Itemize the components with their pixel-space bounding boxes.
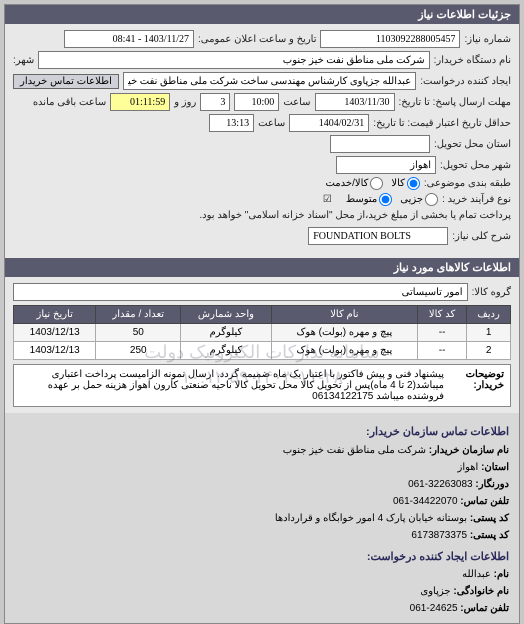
c-fax-label: دورنگار: xyxy=(475,479,509,490)
goods-label: کالا xyxy=(391,178,405,189)
c-name-label: نام: xyxy=(494,569,509,580)
req-no-input[interactable] xyxy=(320,30,460,48)
class-services-radio[interactable]: کالا/خدمت xyxy=(325,177,383,190)
cell: 1 xyxy=(467,324,511,342)
medium-label: متوسط xyxy=(346,194,377,205)
deadline-label: مهلت ارسال پاسخ: تا تاریخ: xyxy=(399,97,511,108)
announce-label: تاریخ و ساعت اعلان عمومی: xyxy=(198,34,317,45)
pay-note: پرداخت تمام یا بخشی از مبلغ خرید،از محل … xyxy=(199,210,511,221)
general-input[interactable] xyxy=(308,227,448,245)
small-label: جزیی xyxy=(400,194,423,205)
announce-input[interactable] xyxy=(64,30,194,48)
desc-text: پیشنهاد فنی و پیش فاکتور با اعتبار یک ما… xyxy=(20,369,444,402)
col-code: کد کالا xyxy=(417,306,466,324)
c-tel-label: تلفن تماس: xyxy=(460,496,509,507)
contact-buyer-button[interactable]: اطلاعات تماس خریدار xyxy=(13,74,119,89)
cell: پیچ و مهره (بولت) هوک xyxy=(271,324,417,342)
c-post: 6173873375 xyxy=(411,530,467,541)
c-addr: بوستانه خیابان پارک 4 امور خوابگاه و قرا… xyxy=(275,513,467,524)
services-label: کالا/خدمت xyxy=(325,178,368,189)
validity-time-label: ساعت xyxy=(258,118,285,129)
buyer-notes: توضیحات خریدار: پیشنهاد فنی و پیش فاکتور… xyxy=(13,364,511,407)
cell: کیلوگرم xyxy=(181,342,272,360)
items-table: ردیف کد کالا نام کالا واحد شمارش تعداد /… xyxy=(13,305,511,360)
validity-time-input[interactable] xyxy=(209,114,254,132)
deadline-time-input[interactable] xyxy=(234,93,279,111)
requester-input[interactable] xyxy=(123,72,416,90)
contact-hdr2: اطلاعات ایجاد کننده درخواست: xyxy=(15,548,509,567)
size-radio-group: جزیی متوسط xyxy=(346,193,438,206)
radio-services[interactable] xyxy=(370,177,383,190)
contact-section: اطلاعات تماس سازمان خریدار: نام سازمان خ… xyxy=(5,413,519,623)
table-row[interactable]: 1 -- پیچ و مهره (بولت) هوک کیلوگرم 50 14… xyxy=(14,324,511,342)
cell: 1403/12/13 xyxy=(14,324,96,342)
group-input[interactable] xyxy=(13,283,468,301)
req-no-label: شماره نیاز: xyxy=(464,34,511,45)
c-ctel-label: تلفن تماس: xyxy=(460,603,509,614)
size-medium-radio[interactable]: متوسط xyxy=(346,193,392,206)
c-ctel: 24625-061 xyxy=(410,603,458,614)
delivery-state-label: استان محل تحویل: xyxy=(434,139,511,150)
c-fax: 32263083-061 xyxy=(408,479,473,490)
desc-label: توضیحات خریدار: xyxy=(444,369,504,402)
form-body: شماره نیاز: تاریخ و ساعت اعلان عمومی: نا… xyxy=(5,24,519,254)
c-lname-label: نام خانوادگی: xyxy=(453,586,509,597)
c-prov-label: استان: xyxy=(481,462,509,473)
deadline-date-input[interactable] xyxy=(315,93,395,111)
cell: 250 xyxy=(96,342,181,360)
cell: 1403/12/13 xyxy=(14,342,96,360)
requester-label: ایجاد کننده درخواست: xyxy=(420,76,511,87)
city-label: شهر: xyxy=(13,55,34,66)
col-idx: ردیف xyxy=(467,306,511,324)
delivery-city-label: شهر محل تحویل: xyxy=(440,160,511,171)
deadline-time-label: ساعت xyxy=(283,97,310,108)
contact-hdr1: اطلاعات تماس سازمان خریدار: xyxy=(15,423,509,442)
delivery-state-input[interactable] xyxy=(330,135,430,153)
c-name: عبدالله xyxy=(462,569,491,580)
table-header-row: ردیف کد کالا نام کالا واحد شمارش تعداد /… xyxy=(14,306,511,324)
c-lname: جزپاوی xyxy=(420,586,450,597)
col-name: نام کالا xyxy=(271,306,417,324)
cell: پیچ و مهره (بولت) هوک xyxy=(271,342,417,360)
c-tel: 34422070-061 xyxy=(393,496,458,507)
cell: کیلوگرم xyxy=(181,324,272,342)
table-row[interactable]: 2 -- پیچ و مهره (بولت) هوک کیلوگرم 250 1… xyxy=(14,342,511,360)
cell: 2 xyxy=(467,342,511,360)
radio-small[interactable] xyxy=(425,193,438,206)
class-goods-radio[interactable]: کالا xyxy=(391,177,420,190)
items-header: اطلاعات کالاهای مورد نیاز xyxy=(5,258,519,277)
class-radio-group: کالا کالا/خدمت xyxy=(325,177,419,190)
c-addr-label: کد پستی: xyxy=(470,513,509,524)
radio-goods[interactable] xyxy=(407,177,420,190)
remain-time-input xyxy=(110,93,170,111)
radio-medium[interactable] xyxy=(379,193,392,206)
col-date: تاریخ نیاز xyxy=(14,306,96,324)
cell: 50 xyxy=(96,324,181,342)
details-panel: جزئیات اطلاعات نیاز شماره نیاز: تاریخ و … xyxy=(4,4,520,624)
panel-title: جزئیات اطلاعات نیاز xyxy=(5,5,519,24)
c-org-label: نام سازمان خریدار: xyxy=(429,445,509,456)
col-unit: واحد شمارش xyxy=(181,306,272,324)
general-label: شرح کلی نیاز: xyxy=(452,231,511,242)
validity-label: حداقل تاریخ اعتبار قیمت: تا تاریخ: xyxy=(373,118,511,129)
validity-date-input[interactable] xyxy=(289,114,369,132)
cell: -- xyxy=(417,342,466,360)
remain-time-label: ساعت باقی مانده xyxy=(33,97,106,108)
group-label: گروه کالا: xyxy=(472,287,511,298)
size-small-radio[interactable]: جزیی xyxy=(400,193,438,206)
org-label: نام دستگاه خریدار: xyxy=(434,55,511,66)
col-qty: تعداد / مقدار xyxy=(96,306,181,324)
delivery-city-input[interactable] xyxy=(336,156,436,174)
c-org: شرکت ملی مناطق نفت خیز جنوب xyxy=(283,445,426,456)
pay-note-icon: ☑ xyxy=(323,194,332,205)
c-post-label: کد پستی: xyxy=(470,530,509,541)
size-label: نوع فرآیند خرید : xyxy=(442,194,511,205)
class-label: طبقه بندی موضوعی: xyxy=(424,178,511,189)
remain-days-label: روز و xyxy=(174,97,196,108)
c-prov: اهواز xyxy=(457,462,478,473)
remain-days-input xyxy=(200,93,230,111)
cell: -- xyxy=(417,324,466,342)
org-input[interactable] xyxy=(38,51,429,69)
